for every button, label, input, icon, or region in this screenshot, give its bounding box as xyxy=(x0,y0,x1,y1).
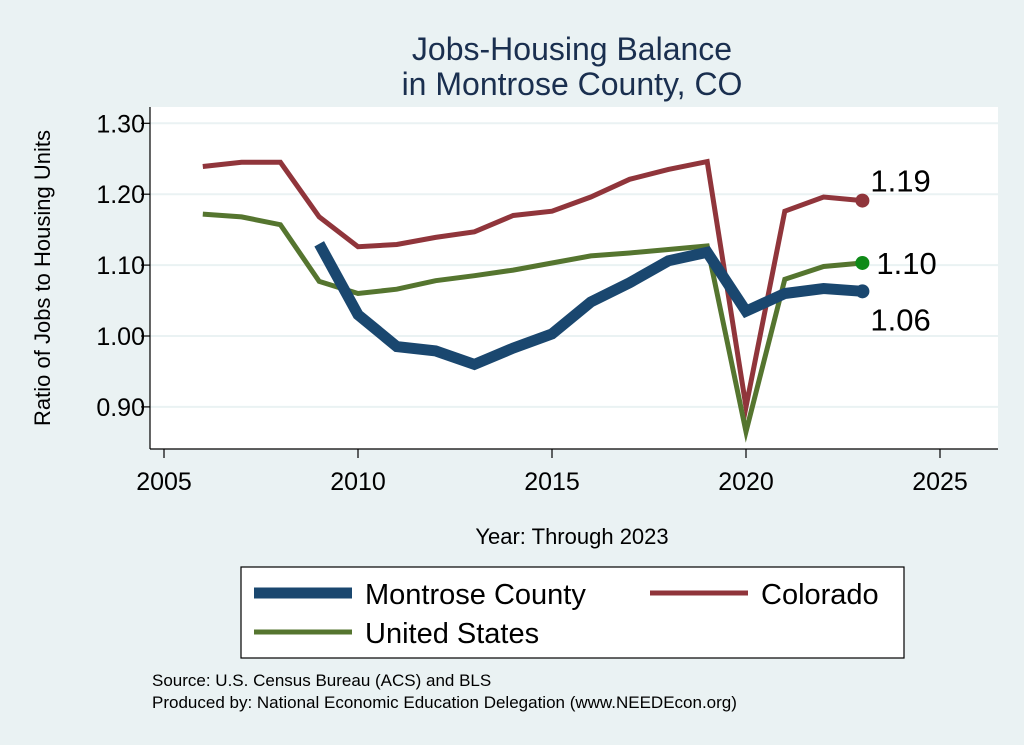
produced-by-note: Produced by: National Economic Education… xyxy=(152,693,737,712)
legend-box xyxy=(240,566,905,659)
end-value-label-colorado: 1.19 xyxy=(870,164,930,199)
end-value-label-united-states: 1.10 xyxy=(876,246,936,281)
chart-title-line-1: Jobs-Housing Balance xyxy=(412,31,732,67)
end-marker-colorado xyxy=(855,193,870,208)
end-markers: 1.06 1.19 1.10 xyxy=(855,164,937,337)
end-marker-united-states xyxy=(855,255,870,270)
y-tick-label: 1.30 xyxy=(96,110,145,138)
chart-title-line-2: in Montrose County, CO xyxy=(402,66,743,102)
end-value-label-montrose-county: 1.06 xyxy=(870,302,930,337)
y-tick-label: 1.20 xyxy=(96,181,145,209)
end-marker-montrose-county xyxy=(855,284,870,299)
series-lines xyxy=(202,158,863,443)
x-tick-label: 2025 xyxy=(912,468,968,496)
x-tick-label: 2015 xyxy=(524,468,580,496)
legend-label-united-states: United States xyxy=(365,618,539,650)
series-line-colorado xyxy=(202,158,863,422)
y-tick-label: 0.90 xyxy=(96,394,145,422)
grid-lines xyxy=(150,122,998,408)
legend-label-colorado: Colorado xyxy=(761,579,879,611)
axis-ticks: 0.90 1.00 1.10 1.20 1.30 2005 2010 2015 2020 2025 xyxy=(96,110,967,496)
x-axis-title: Year: Through 2023 xyxy=(475,524,668,549)
x-tick-label: 2010 xyxy=(330,468,386,496)
legend-label-montrose-county: Montrose County xyxy=(365,579,586,611)
y-tick-label: 1.10 xyxy=(96,252,145,280)
source-note: Source: U.S. Census Bureau (ACS) and BLS xyxy=(152,671,491,690)
x-tick-label: 2020 xyxy=(718,468,774,496)
series-line-montrose-county xyxy=(314,241,863,371)
y-tick-label: 1.00 xyxy=(96,323,145,351)
series-line-united-states xyxy=(202,211,863,443)
y-axis-title: Ratio of Jobs to Housing Units xyxy=(30,130,55,426)
x-tick-label: 2005 xyxy=(136,468,192,496)
plot-area xyxy=(150,107,998,449)
